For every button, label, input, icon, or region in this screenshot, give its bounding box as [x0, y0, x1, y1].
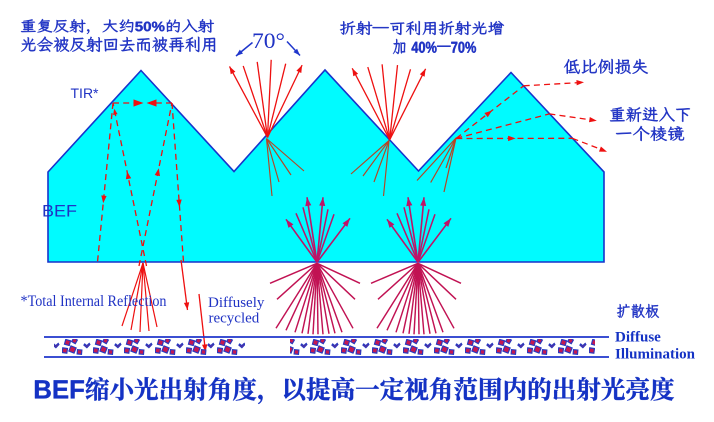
svg-text:Illumination: Illumination: [615, 347, 696, 363]
svg-text:TIR*: TIR*: [71, 85, 100, 101]
svg-text:70°: 70°: [252, 28, 285, 53]
svg-text:Diffusely: Diffusely: [208, 295, 265, 311]
svg-text:BEF: BEF: [42, 202, 77, 221]
svg-text:Diffuse: Diffuse: [615, 330, 661, 346]
svg-text:recycled: recycled: [209, 310, 260, 326]
svg-text:*Total Internal Reflection: *Total Internal Reflection: [21, 293, 167, 310]
